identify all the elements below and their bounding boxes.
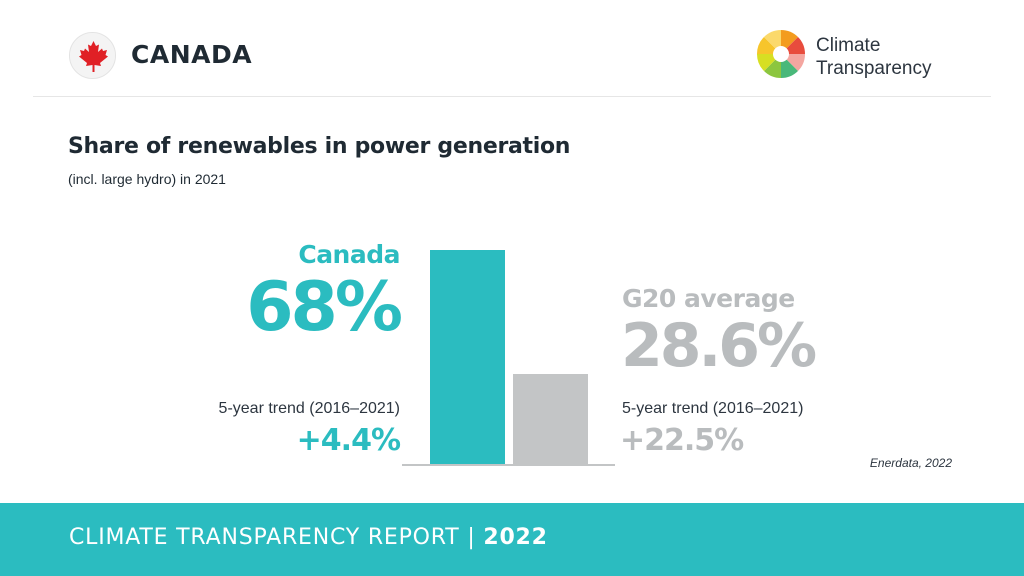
canada-flag-icon [69,32,116,79]
chart-subtitle: (incl. large hydro) in 2021 [68,171,226,187]
footer-title: CLIMATE TRANSPARENCY REPORT | 2022 [69,525,548,550]
footer-separator: | [459,525,484,550]
climate-transparency-logo-text: Climate Transparency [816,34,931,80]
country-name: CANADA [131,40,253,69]
logo-line-1: Climate [816,35,881,56]
footer: CLIMATE TRANSPARENCY REPORT | 2022 [0,503,1024,576]
bar-chart [402,250,615,466]
logo-line-2: Transparency [816,58,932,79]
bar-g20-average [513,373,588,464]
footer-year: 2022 [483,525,548,550]
chart-title: Share of renewables in power generation [68,134,571,159]
chart-baseline [402,464,615,466]
footer-report-name: CLIMATE TRANSPARENCY REPORT [69,525,460,550]
canada-label: Canada [298,240,400,269]
g20-label: G20 average [622,284,795,313]
bar-canada [430,250,505,464]
climate-transparency-logo-icon [756,29,806,79]
canada-value: 68% [246,268,403,347]
g20-trend-value: +22.5% [620,423,744,458]
canada-trend-value: +4.4% [296,423,401,458]
canada-trend-label: 5-year trend (2016–2021) [218,400,400,417]
g20-trend-label: 5-year trend (2016–2021) [622,400,804,417]
header-divider [33,96,991,97]
g20-value: 28.6% [621,311,817,381]
source-note: Enerdata, 2022 [869,456,952,470]
header: CANADA Climate Transparency [0,0,1024,98]
